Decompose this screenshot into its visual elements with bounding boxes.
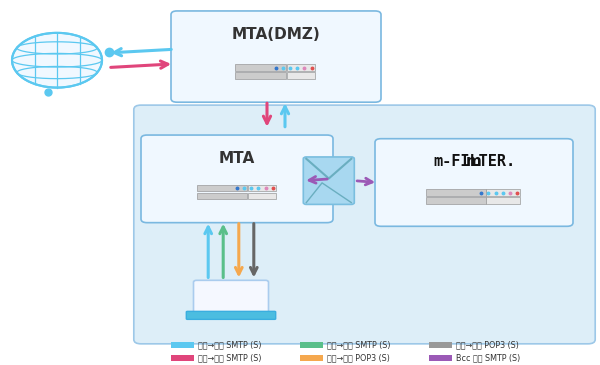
Text: MTA: MTA — [219, 151, 255, 166]
Bar — [300, 355, 323, 361]
Bar — [487, 197, 520, 204]
Bar — [171, 355, 194, 361]
Text: 外部→内部 SMTP (S): 外部→内部 SMTP (S) — [198, 353, 262, 362]
Text: 内部→内部 POP3 (S): 内部→内部 POP3 (S) — [456, 341, 519, 349]
Bar — [235, 72, 286, 79]
Bar — [197, 193, 247, 199]
Bar — [429, 355, 452, 361]
Bar — [171, 342, 194, 348]
Text: 外部→内部 POP3 (S): 外部→内部 POP3 (S) — [327, 353, 390, 362]
FancyBboxPatch shape — [304, 157, 354, 204]
Bar — [248, 193, 276, 199]
Bar — [429, 342, 452, 348]
Bar — [287, 64, 315, 71]
Bar — [197, 185, 247, 191]
Bar — [487, 189, 520, 196]
Bar — [248, 185, 276, 191]
Bar — [235, 64, 286, 71]
Text: Bcc 転送 SMTP (S): Bcc 転送 SMTP (S) — [456, 353, 520, 362]
FancyBboxPatch shape — [171, 11, 381, 102]
Bar — [287, 72, 315, 79]
FancyBboxPatch shape — [375, 139, 573, 226]
Text: m: m — [466, 154, 482, 169]
FancyBboxPatch shape — [187, 311, 276, 319]
Bar — [426, 189, 485, 196]
Bar — [426, 197, 485, 204]
FancyBboxPatch shape — [134, 105, 595, 344]
Text: 内部→内部 SMTP (S): 内部→内部 SMTP (S) — [327, 341, 391, 349]
FancyBboxPatch shape — [141, 135, 333, 223]
Text: m-FILTER.: m-FILTER. — [433, 154, 515, 169]
Circle shape — [12, 33, 102, 88]
Text: 内部→外部 SMTP (S): 内部→外部 SMTP (S) — [198, 341, 262, 349]
FancyBboxPatch shape — [193, 280, 269, 315]
Bar — [300, 342, 323, 348]
Text: MTA(DMZ): MTA(DMZ) — [232, 27, 320, 42]
